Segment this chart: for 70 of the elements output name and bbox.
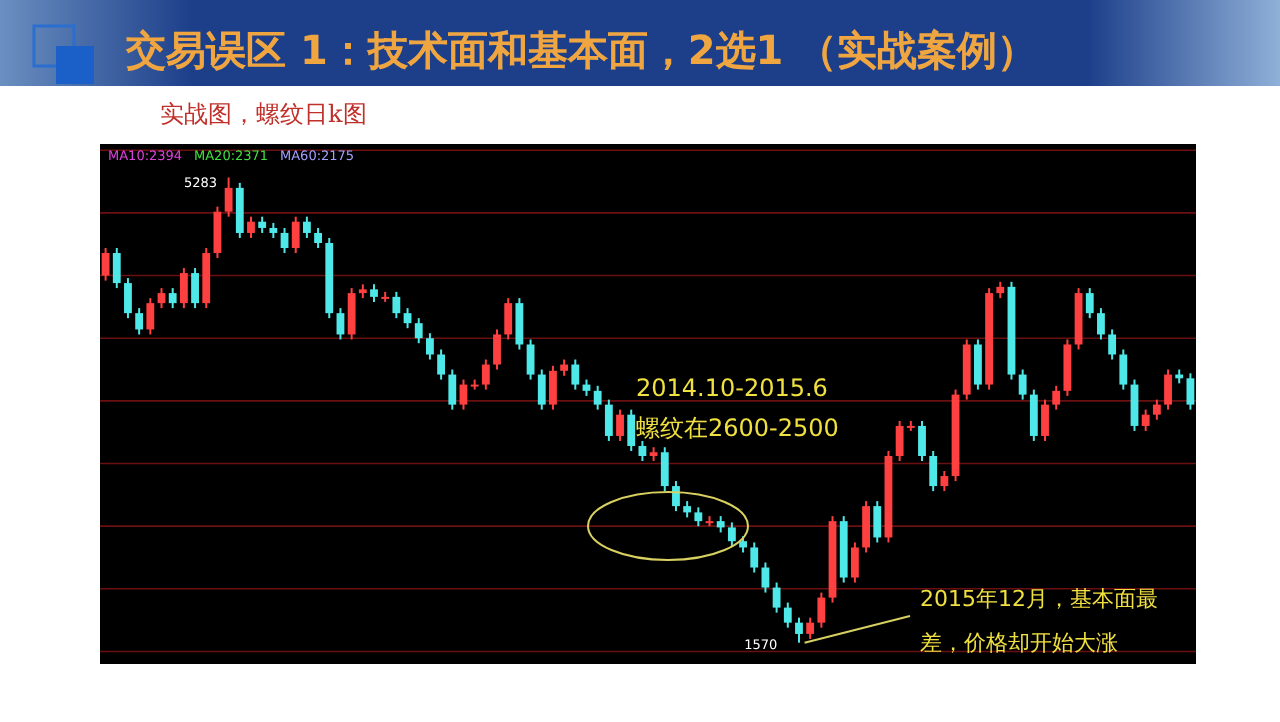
candlestick [862,500,870,554]
candlestick [112,247,121,290]
candlestick [1119,348,1128,391]
candlestick [1152,398,1161,421]
candlestick [426,332,434,361]
candlestick [414,317,423,345]
candlestick [124,277,132,320]
candlestick [616,408,624,442]
candlestick [515,297,524,351]
candlestick [314,226,322,249]
candlestick [817,591,826,629]
candlestick [537,368,546,411]
candlestick [638,439,647,463]
candlestick [437,348,446,381]
candlestick [806,616,815,640]
candlestick [1085,287,1094,320]
annotation: 2014.10-2015.6 [636,374,828,402]
candlestick [974,338,982,391]
chart-title: 交易误区 1：技术面和基本面，2选1 （实战案例） [124,26,1038,74]
candlestick [571,358,580,391]
candlestick [1029,388,1038,442]
candlestick [291,215,300,255]
candlestick [493,328,501,371]
candlestick [672,480,680,513]
candlestick [1141,408,1150,432]
candlestick [660,446,669,493]
candlestick [850,541,859,584]
candlestick [694,506,703,528]
candlestick [191,267,199,310]
candlestick [549,364,557,411]
candlestick [1052,384,1061,411]
candlestick [168,287,177,310]
candlestick [1018,368,1027,401]
candlestick [873,500,882,544]
annotation: 2015年12月，基本面最差，价格却开始大涨 [920,586,1158,656]
candlestick [235,181,244,239]
annotation: 螺纹在2600-2500 [636,414,839,442]
candlestick [918,419,926,463]
candlestick [504,297,513,341]
candlestick [135,307,144,336]
candlestick [157,287,166,310]
candlestick [481,358,490,391]
candlestick [1063,338,1072,397]
candlestick [347,287,356,341]
candlestick [940,470,949,493]
candlestick [302,215,311,239]
candlestick [101,247,110,282]
candlestick [750,541,759,574]
candlestick [1186,372,1195,411]
candlestick [448,368,457,411]
candlestick [224,176,233,218]
chart-subtitle: 实战图，螺纹日k图 [160,100,367,128]
candlestick [1097,307,1105,341]
candlestick [795,616,803,644]
candlestick [146,297,155,336]
candlestick [403,307,412,330]
candlestick [247,215,255,239]
candlestick [1041,398,1049,442]
candlestick [526,338,535,381]
candlestick [1164,368,1172,411]
candlestick [593,384,602,411]
candlestick [179,267,188,310]
candlestick [783,601,792,629]
candlestick [929,449,938,493]
candlestick [1108,328,1117,361]
candlestick [604,398,613,442]
candlestick [627,408,636,452]
candlestick [727,521,736,548]
candlestick [392,290,401,320]
candlestick [772,581,781,614]
